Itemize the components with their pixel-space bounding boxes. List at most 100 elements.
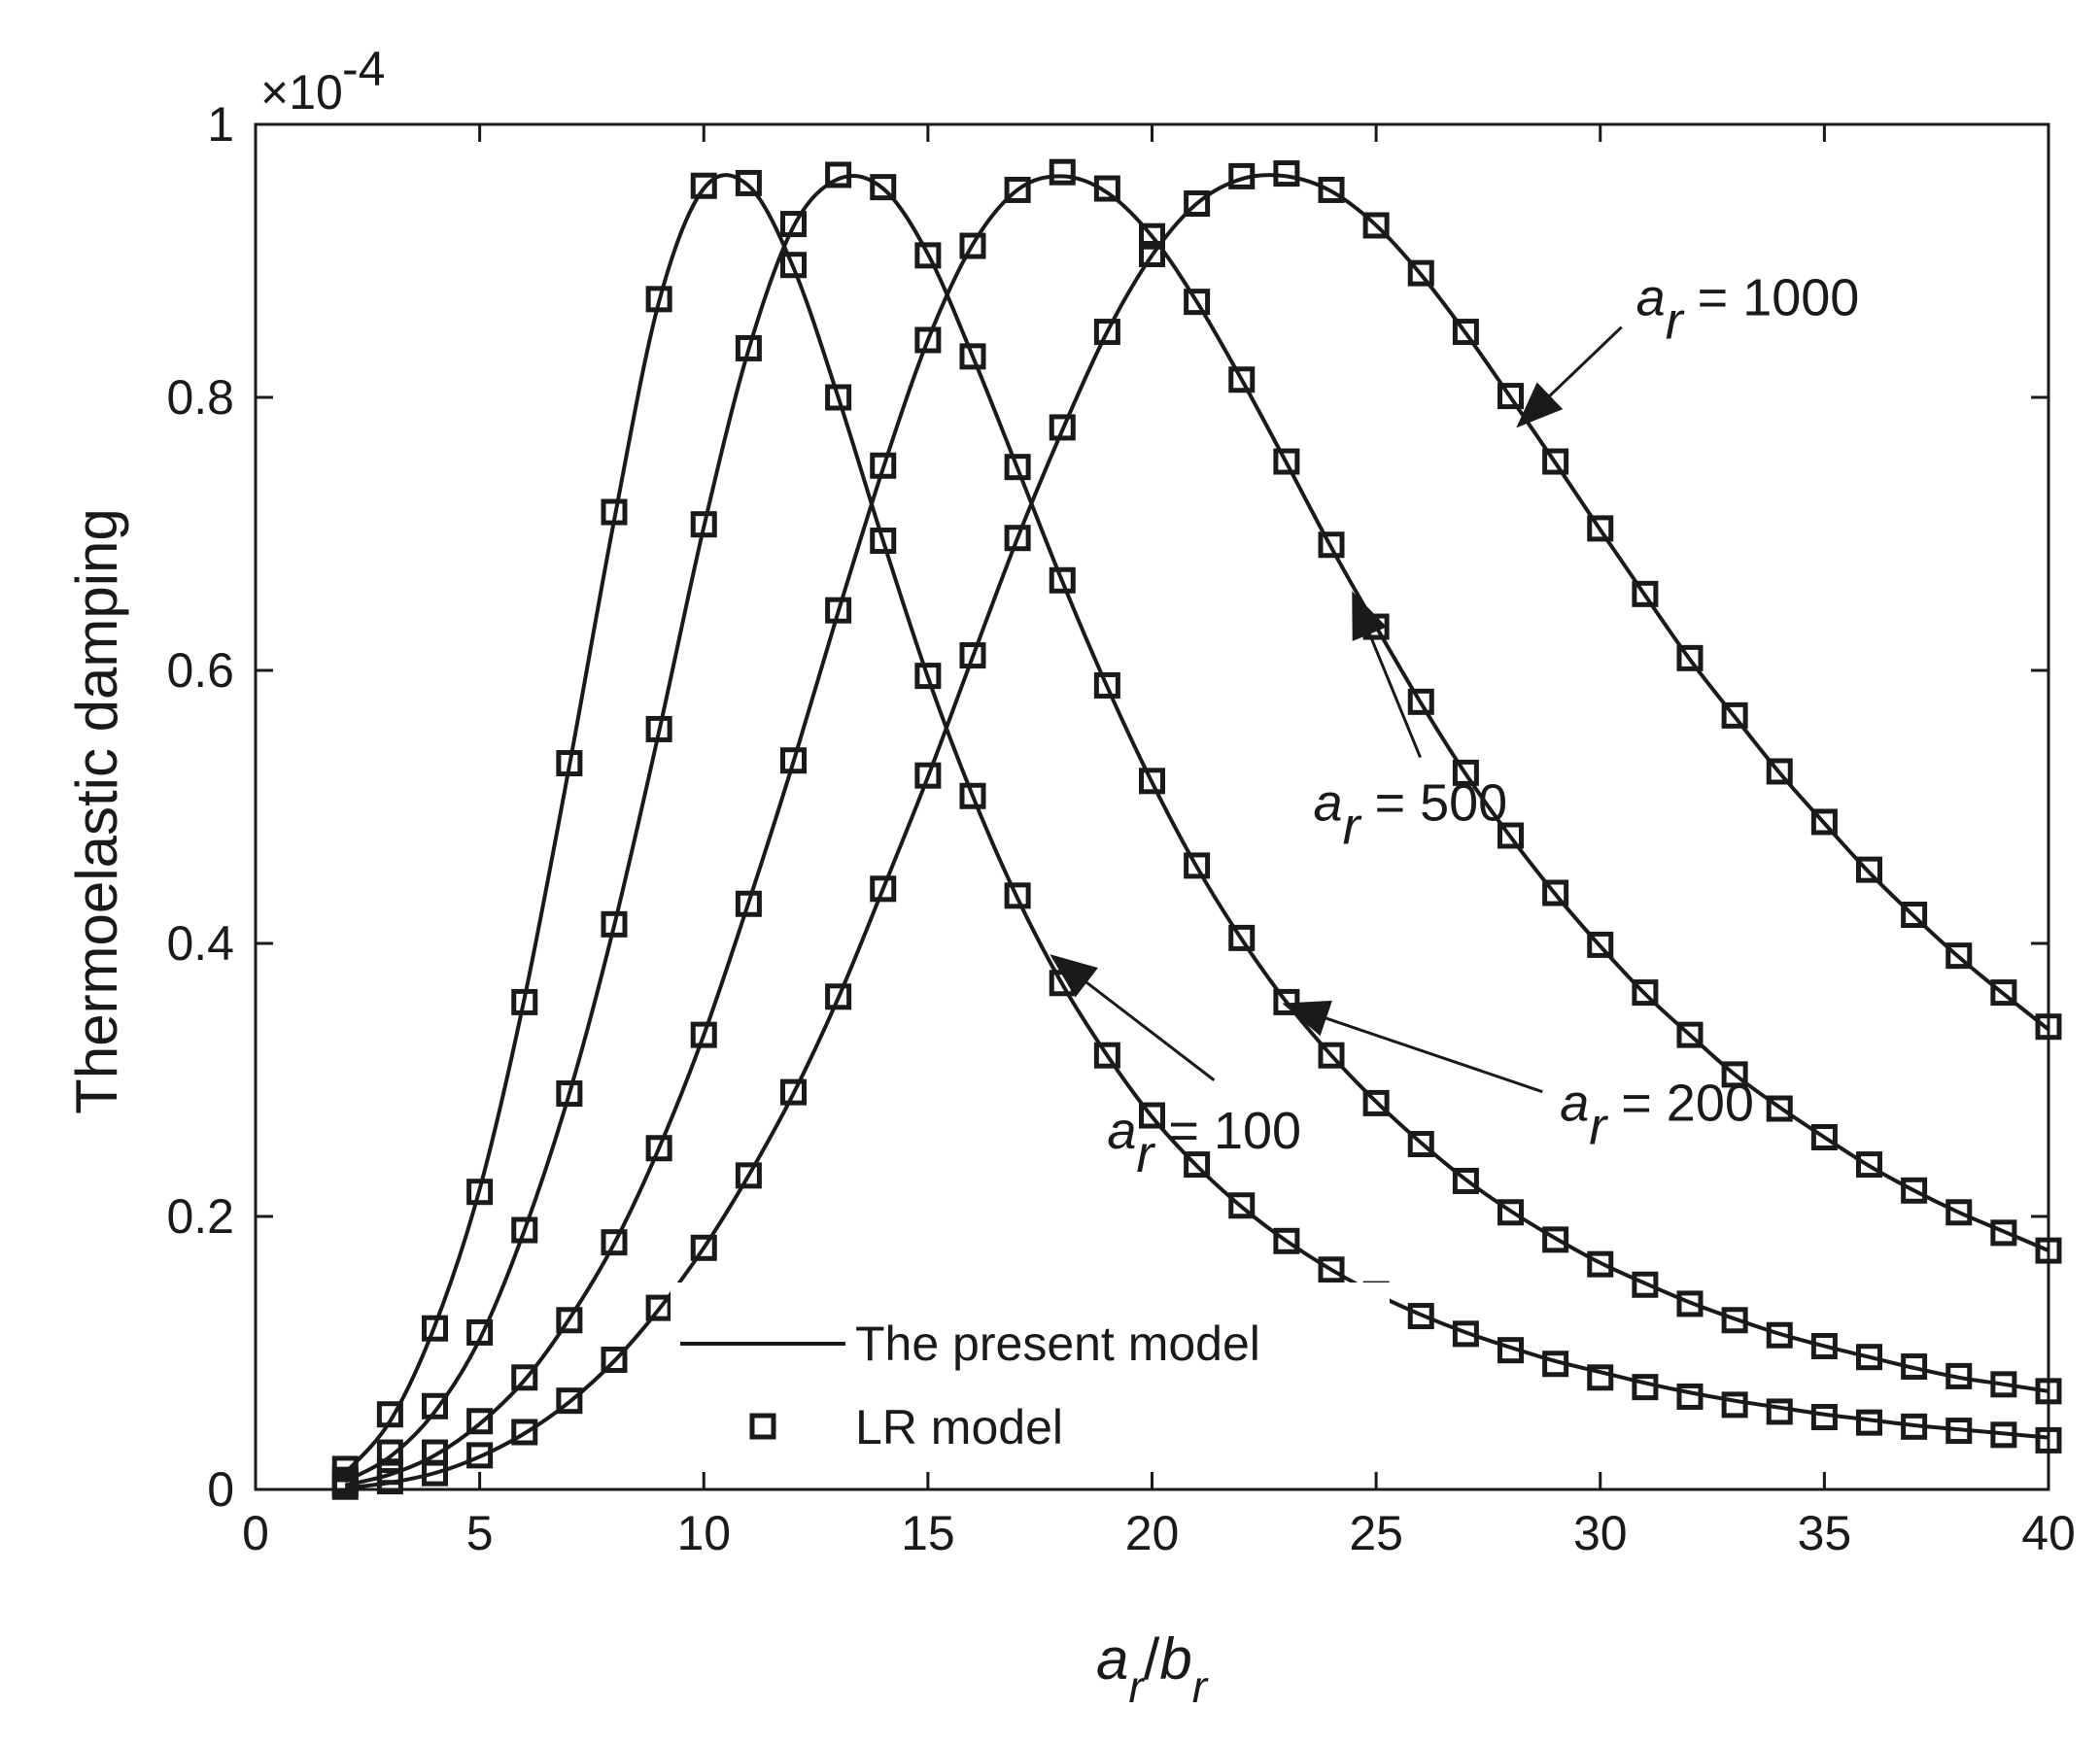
x-tick-label: 10	[676, 1506, 731, 1560]
series-marker-3	[1542, 879, 1569, 906]
series-marker-2	[914, 242, 942, 269]
series-marker-3	[825, 597, 852, 624]
series-marker-3	[1184, 289, 1211, 316]
series-marker-4	[1004, 525, 1031, 552]
series-marker-2	[1721, 1307, 1748, 1334]
series-marker-1	[645, 286, 672, 313]
series-marker-3	[1587, 931, 1614, 958]
series-marker-4	[1049, 414, 1076, 441]
legend: The present model LR model	[671, 1282, 1390, 1472]
series-marker-1	[1184, 1151, 1211, 1179]
series-marker-2	[1139, 768, 1165, 795]
series-line-2	[344, 174, 2049, 1484]
y-tick-label: 0.6	[166, 643, 234, 698]
series-marker-1	[690, 172, 717, 199]
series-marker-4	[690, 1234, 717, 1261]
series-marker-4	[376, 1468, 403, 1495]
series-marker-3	[645, 1135, 672, 1162]
series-marker-3	[1228, 366, 1256, 393]
series-marker-1	[1856, 1409, 1882, 1436]
series-marker-2	[1004, 454, 1031, 481]
series-marker-1	[1945, 1418, 1973, 1445]
series-marker-3	[1452, 759, 1479, 786]
series-marker-3	[556, 1307, 583, 1334]
series-marker-4	[780, 1078, 807, 1106]
series-marker-3	[1676, 1021, 1704, 1048]
legend-marker-swatch	[749, 1413, 776, 1440]
series-marker-3	[1273, 448, 1300, 475]
series-marker-2	[1093, 671, 1120, 699]
x-tick-label: 30	[1573, 1506, 1628, 1560]
legend-background	[671, 1282, 1390, 1472]
series-marker-3	[1721, 1061, 1748, 1088]
series-marker-1	[601, 498, 628, 526]
series-marker-4	[1856, 856, 1882, 883]
x-axis-title-sub-r1: r	[1128, 1661, 1145, 1712]
x-tick-label: 40	[2021, 1506, 2076, 1560]
series-marker-1	[1139, 1102, 1165, 1129]
y-tick-label: 0.8	[166, 370, 234, 425]
legend-label-lr-model: LR model	[855, 1400, 1063, 1454]
series-marker-4	[1318, 176, 1345, 203]
series-marker-4	[1542, 448, 1569, 475]
series-marker-1	[1721, 1391, 1748, 1419]
series-marker-4	[1676, 644, 1704, 671]
x-tick-label: 35	[1798, 1506, 1852, 1560]
series-marker-3	[1139, 222, 1165, 250]
x-axis: 0 5 10 15 20 25 30 35 40	[242, 124, 2076, 1560]
series-marker-2	[1676, 1290, 1704, 1317]
series-marker-1	[1318, 1256, 1345, 1283]
series-marker-1	[1004, 882, 1031, 909]
y-tick-label: 0.4	[166, 916, 234, 971]
y-tick-label: 0.2	[166, 1189, 234, 1244]
series-marker-2	[690, 511, 717, 538]
series-marker-1	[1810, 1404, 1838, 1431]
series-marker-3	[601, 1229, 628, 1256]
series-marker-4	[1093, 319, 1120, 346]
y-multiplier-exponent: -4	[342, 42, 385, 96]
series-marker-1	[422, 1315, 448, 1342]
series-marker-1	[1273, 1227, 1300, 1254]
series-marker-3	[690, 1021, 717, 1048]
series-marker-2	[1452, 1167, 1479, 1194]
series-marker-4	[1766, 758, 1793, 785]
annotation-arrow-3	[1352, 591, 1422, 759]
series-marker-3	[1093, 175, 1120, 202]
series-marker-2	[556, 1080, 583, 1108]
series-marker-3	[511, 1364, 538, 1391]
series-marker-2	[870, 174, 897, 201]
y-axis-title: Thermoelastic damping	[64, 508, 129, 1114]
series-marker-1	[959, 782, 986, 809]
series-marker-2	[1498, 1199, 1524, 1226]
x-tick-label: 15	[901, 1506, 955, 1560]
x-tick-label: 5	[466, 1506, 494, 1560]
annotation-arrow-1	[1050, 954, 1216, 1081]
series-marker-1	[1587, 1364, 1614, 1391]
series-marker-1	[1990, 1421, 2017, 1449]
series-marker-2	[1542, 1226, 1569, 1253]
series-marker-3	[1810, 1124, 1838, 1151]
series-marker-2	[1049, 566, 1076, 594]
series-marker-2	[1228, 924, 1256, 951]
series-marker-3	[1856, 1151, 1882, 1179]
series-marker-2	[1318, 1042, 1345, 1069]
series-marker-4	[1587, 515, 1614, 542]
series-marker-4	[511, 1419, 538, 1446]
x-tick-label: 0	[242, 1506, 269, 1560]
series-marker-4	[959, 642, 986, 669]
series-marker-3	[1990, 1219, 2017, 1247]
x-axis-title: ar/br	[1096, 1626, 1209, 1712]
series-marker-3	[1049, 158, 1076, 186]
series-marker-4	[870, 875, 897, 903]
series-marker-1	[376, 1401, 403, 1428]
series-marker-3	[870, 452, 897, 479]
series-marker-1	[870, 528, 897, 555]
annotation-label-2: ar = 200	[1560, 1075, 1754, 1156]
series-marker-3	[1407, 688, 1434, 715]
series-marker-3	[1901, 1177, 1928, 1204]
series-marker-4	[1945, 942, 1973, 970]
series-marker-4	[1632, 580, 1659, 607]
annotations: ar = 100 ar = 200 ar = 500 ar = 1000	[1050, 269, 1859, 1183]
